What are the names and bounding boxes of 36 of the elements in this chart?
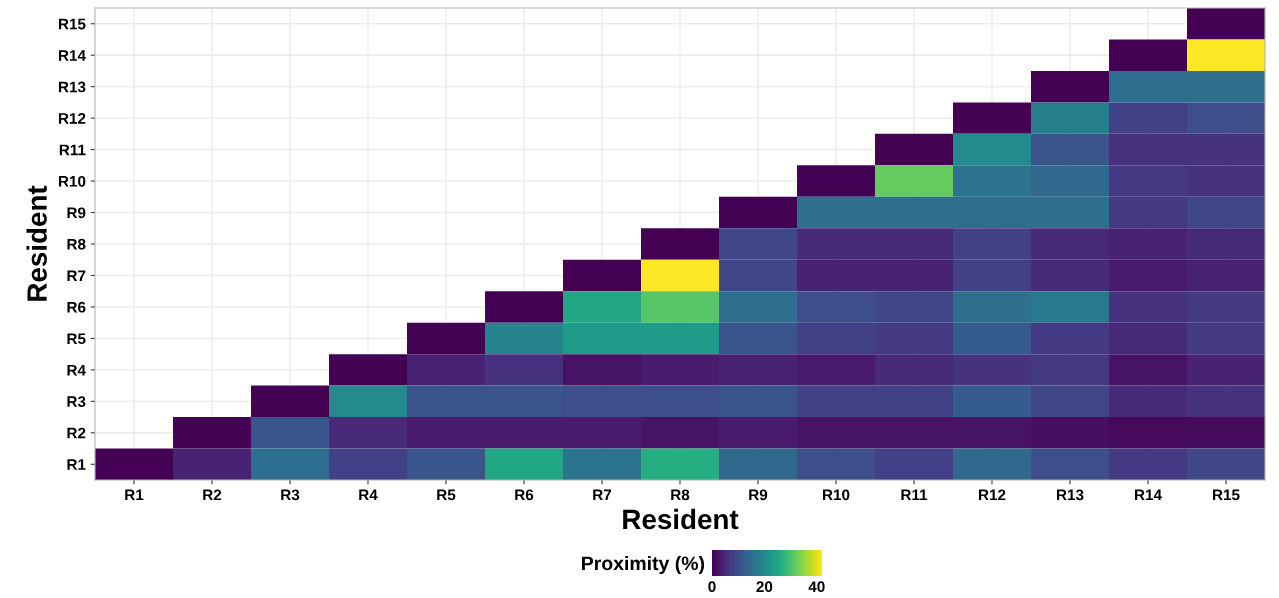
y-tick-label: R6 <box>67 301 86 313</box>
x-tick-label: R12 <box>979 489 1006 501</box>
color-bar-label: 40 <box>808 581 825 593</box>
y-tick-label: R1 <box>67 459 86 470</box>
x-axis-title: Resident <box>623 508 739 530</box>
y-tick-label: R12 <box>58 113 86 124</box>
y-tick-label: R5 <box>67 333 86 345</box>
x-tick-label: R11 <box>901 489 928 501</box>
y-tick-label: R7 <box>67 270 86 281</box>
x-tick-label: R9 <box>749 489 768 501</box>
x-tick-label: R2 <box>203 489 222 501</box>
y-tick-label: R14 <box>58 50 86 61</box>
y-axis-title: Resident <box>26 185 47 301</box>
y-tick-label: R2 <box>67 427 86 439</box>
x-tick-label: R1 <box>125 489 144 501</box>
y-tick-label: R8 <box>67 238 86 250</box>
y-tick-label: R10 <box>58 175 86 187</box>
y-tick-label: R13 <box>58 81 86 93</box>
x-tick-label: R7 <box>593 489 612 501</box>
x-tick-label: R8 <box>671 489 690 501</box>
color-bar-label: 0 <box>708 581 716 593</box>
x-tick-label: R13 <box>1057 489 1084 501</box>
x-tick-label: R10 <box>823 489 850 501</box>
x-tick-label: R4 <box>359 489 378 501</box>
y-tick-label: R9 <box>67 207 86 219</box>
x-tick-label: R5 <box>437 489 456 501</box>
y-tick-label: R11 <box>59 144 86 156</box>
x-tick-label: R6 <box>515 489 534 501</box>
color-bar-title: Proximity (%) <box>582 555 705 575</box>
y-tick-label: R4 <box>67 364 86 376</box>
x-tick-label: R15 <box>1213 489 1240 501</box>
y-tick-label: R3 <box>67 396 86 408</box>
x-tick-label: R3 <box>281 489 300 501</box>
color-bar-label: 20 <box>756 581 773 593</box>
x-tick-label: R14 <box>1135 489 1162 501</box>
y-tick-label: R15 <box>58 18 86 30</box>
